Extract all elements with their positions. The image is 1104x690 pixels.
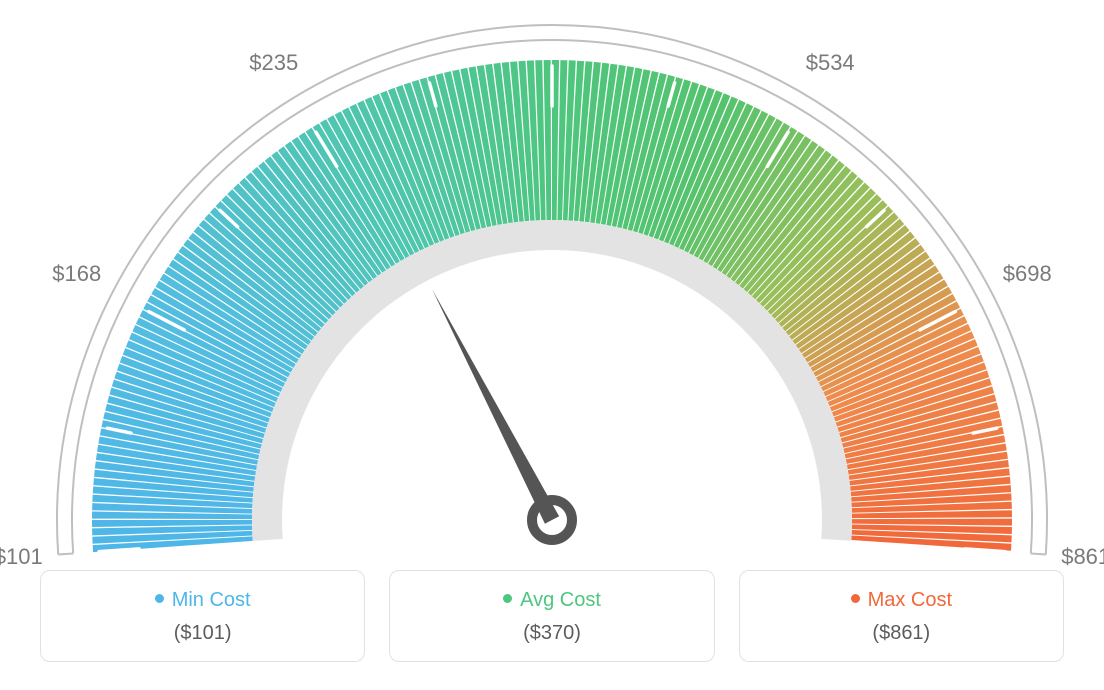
legend-max-label: Max Cost <box>750 589 1053 612</box>
legend-avg-dot <box>503 594 512 603</box>
tick-label: $534 <box>806 50 855 76</box>
gauge-svg <box>0 0 1104 560</box>
legend-max: Max Cost ($861) <box>739 570 1064 662</box>
legend-min-label-text: Min Cost <box>172 589 251 611</box>
legend-avg-value: ($370) <box>400 622 703 645</box>
legend-avg-label-text: Avg Cost <box>520 589 601 611</box>
gauge-container: $101$168$235$370$534$698$861 <box>0 0 1104 560</box>
tick-label: $235 <box>249 50 298 76</box>
legend-min-dot <box>155 594 164 603</box>
legend-avg-label: Avg Cost <box>400 589 703 612</box>
legend-max-dot <box>851 594 860 603</box>
tick-label: $861 <box>1061 544 1104 570</box>
legend-min: Min Cost ($101) <box>40 570 365 662</box>
legend-max-label-text: Max Cost <box>868 589 952 611</box>
legend-min-value: ($101) <box>51 622 354 645</box>
tick-label: $101 <box>0 544 43 570</box>
legend-row: Min Cost ($101) Avg Cost ($370) Max Cost… <box>0 570 1104 662</box>
legend-min-label: Min Cost <box>51 589 354 612</box>
legend-max-value: ($861) <box>750 622 1053 645</box>
legend-avg: Avg Cost ($370) <box>389 570 714 662</box>
tick-label: $698 <box>1003 261 1052 287</box>
tick-label: $168 <box>52 261 101 287</box>
